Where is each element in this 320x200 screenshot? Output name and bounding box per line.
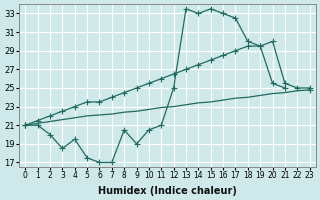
X-axis label: Humidex (Indice chaleur): Humidex (Indice chaleur) [98,186,237,196]
